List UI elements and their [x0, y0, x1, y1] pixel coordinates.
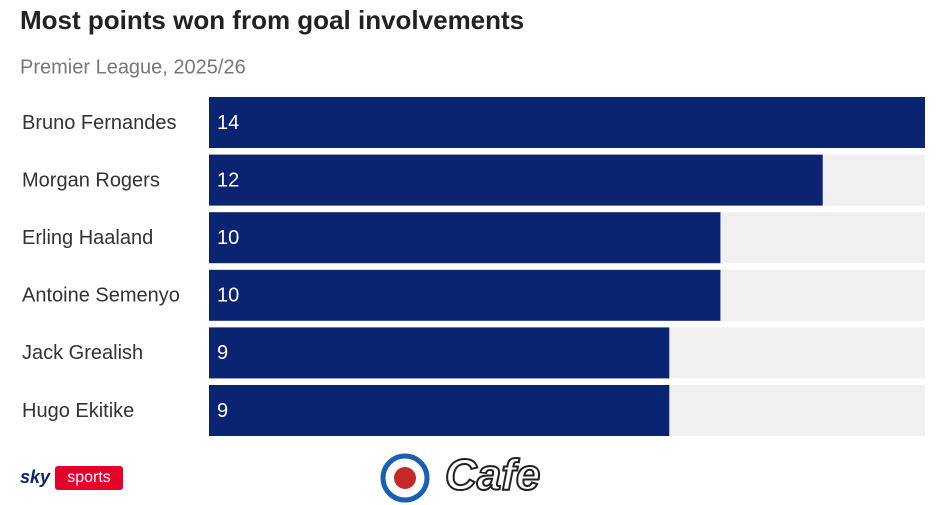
- bar: [209, 327, 670, 379]
- value-label: 10: [217, 227, 239, 249]
- bar: [209, 212, 721, 264]
- brand-box: [55, 466, 123, 490]
- brand-sports: sports: [67, 469, 111, 486]
- category-label: Bruno Fernandes: [22, 112, 177, 134]
- watermark-text: Cafe: [445, 451, 540, 500]
- value-label: 10: [217, 285, 239, 307]
- value-label: 9: [217, 400, 228, 422]
- bar: [209, 385, 670, 436]
- chart-title: Most points won from goal involvements: [20, 5, 524, 35]
- value-label: 9: [217, 342, 228, 364]
- bar: [209, 97, 925, 148]
- value-label: 12: [217, 169, 239, 191]
- brand-sky: sky: [20, 467, 51, 487]
- bar: [209, 154, 823, 206]
- chart-subtitle: Premier League, 2025/26: [20, 56, 246, 78]
- watermark-ball: [394, 467, 416, 489]
- category-label: Hugo Ekitike: [22, 400, 134, 422]
- category-label: Morgan Rogers: [22, 169, 160, 191]
- category-label: Erling Haaland: [22, 227, 153, 249]
- bar: [209, 269, 721, 321]
- category-label: Jack Grealish: [22, 342, 143, 364]
- category-label: Antoine Semenyo: [22, 285, 180, 307]
- value-label: 14: [217, 112, 239, 134]
